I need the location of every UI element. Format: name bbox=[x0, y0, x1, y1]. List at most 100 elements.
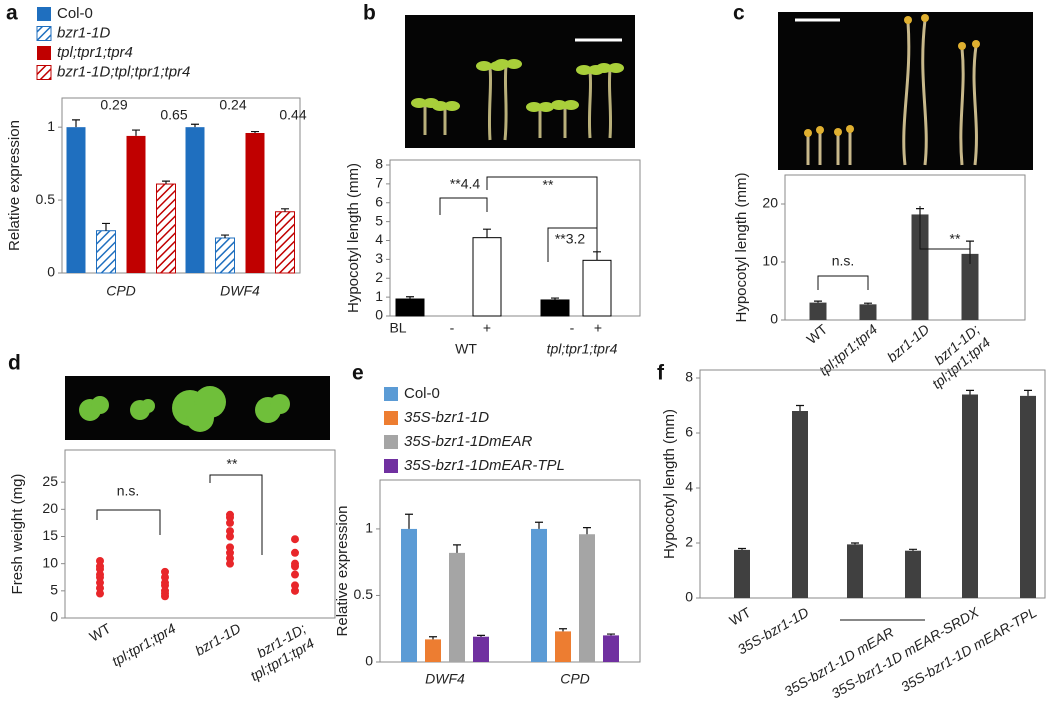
y-axis-label: Relative expression bbox=[334, 506, 351, 637]
error-bar bbox=[453, 544, 461, 553]
legend-label: 35S-bzr1-1DmEAR-TPL bbox=[404, 457, 565, 474]
annotation: n.s. bbox=[117, 483, 140, 499]
error-bar bbox=[551, 297, 559, 300]
legend-label: Col-0 bbox=[57, 5, 93, 22]
bar bbox=[579, 534, 595, 662]
legend-swatch bbox=[36, 65, 52, 80]
bar bbox=[809, 302, 827, 320]
error-bar bbox=[1024, 389, 1032, 396]
bar bbox=[66, 127, 86, 274]
legend-swatch bbox=[37, 7, 51, 21]
legend-swatch bbox=[384, 435, 398, 449]
bracket bbox=[817, 275, 869, 290]
y-tick-label: 8 bbox=[375, 156, 383, 172]
legend-label: Col-0 bbox=[404, 385, 440, 402]
annotation: **4.4 bbox=[450, 176, 481, 192]
y-axis-label: Hypocotyl length (mm) bbox=[733, 172, 750, 322]
bar bbox=[582, 259, 612, 317]
y-tick-label: 3 bbox=[375, 250, 383, 266]
error-bar bbox=[72, 119, 80, 128]
legend-label: bzr1-1D;tpl;tpr1;tpr4 bbox=[57, 63, 190, 80]
point bbox=[226, 527, 234, 536]
plot-frame bbox=[389, 159, 641, 317]
panel-letter: e bbox=[352, 362, 364, 385]
y-tick-label: 5 bbox=[375, 212, 383, 228]
y-tick-label: 25 bbox=[42, 473, 58, 489]
bar bbox=[245, 133, 265, 273]
point bbox=[291, 535, 299, 544]
legend-label: tpl;tpr1;tpr4 bbox=[57, 44, 133, 61]
y-tick-label: 0 bbox=[47, 264, 55, 280]
x-row-label: BL bbox=[389, 320, 406, 336]
point bbox=[226, 543, 234, 552]
y-tick-label: 8 bbox=[685, 369, 693, 385]
bar bbox=[275, 211, 295, 274]
bar bbox=[911, 214, 929, 320]
y-tick-label: 1 bbox=[47, 118, 55, 134]
bar bbox=[96, 230, 116, 274]
y-axis-label: Hypocotyl length (mm) bbox=[661, 409, 678, 559]
y-tick-label: 15 bbox=[42, 527, 58, 543]
error-bar bbox=[851, 542, 859, 545]
error-bar bbox=[583, 526, 591, 535]
legend-swatch bbox=[384, 387, 398, 401]
bracket bbox=[96, 509, 161, 535]
group-label: WT bbox=[455, 341, 477, 357]
x-tick-label: + bbox=[483, 320, 491, 336]
x-tick-label: CPD bbox=[560, 671, 590, 687]
bar bbox=[859, 304, 877, 320]
annotation: ** bbox=[543, 177, 554, 193]
point bbox=[161, 567, 169, 576]
bar bbox=[473, 636, 489, 662]
error-bar bbox=[607, 633, 615, 636]
error-bar bbox=[281, 208, 289, 212]
plot-frame bbox=[61, 97, 301, 274]
y-tick-label: 0.5 bbox=[36, 191, 56, 207]
y-tick-label: 2 bbox=[375, 269, 383, 285]
panel-letter: b bbox=[363, 2, 376, 25]
x-tick-label: + bbox=[594, 320, 602, 336]
ratio-label: 0.29 bbox=[100, 97, 127, 113]
error-bar bbox=[796, 404, 804, 411]
bar bbox=[792, 411, 808, 598]
bar bbox=[961, 253, 979, 320]
y-tick-label: 6 bbox=[685, 424, 693, 440]
photo-d bbox=[65, 376, 330, 440]
panel-letter: a bbox=[6, 2, 18, 25]
x-tick-label: DWF4 bbox=[220, 283, 260, 299]
annotation: **3.2 bbox=[555, 231, 586, 247]
bar bbox=[603, 635, 619, 662]
legend-label: bzr1-1D bbox=[57, 24, 111, 41]
y-axis-label: Hypocotyl length (mm) bbox=[345, 163, 362, 313]
panel-letter: c bbox=[733, 2, 745, 25]
legend-label: 35S-bzr1-1DmEAR bbox=[404, 433, 533, 450]
x-tick-label: bzr1-1D bbox=[884, 321, 932, 365]
bar bbox=[126, 135, 146, 273]
error-bar bbox=[535, 521, 543, 529]
error-bar bbox=[738, 547, 746, 550]
y-tick-label: 10 bbox=[42, 554, 58, 570]
error-bar bbox=[405, 513, 413, 529]
point bbox=[226, 510, 234, 519]
x-tick-label: tpl;tpr1;tpr4 bbox=[109, 620, 179, 669]
y-tick-label: 1 bbox=[365, 520, 373, 536]
y-tick-label: 0 bbox=[375, 307, 383, 323]
point bbox=[291, 581, 299, 590]
bar bbox=[847, 544, 863, 598]
bar bbox=[540, 299, 570, 317]
error-bar bbox=[132, 129, 140, 136]
point bbox=[291, 570, 299, 579]
bar bbox=[395, 298, 425, 317]
y-tick-label: 0.5 bbox=[354, 586, 374, 602]
bar bbox=[156, 183, 176, 274]
error-bar bbox=[483, 228, 491, 238]
error-bar bbox=[191, 123, 199, 128]
bracket bbox=[547, 227, 598, 262]
error-bar bbox=[221, 234, 229, 238]
y-axis-label: Fresh weight (mg) bbox=[9, 474, 26, 595]
plot-frame bbox=[784, 174, 1026, 321]
panel-letter: f bbox=[657, 362, 665, 385]
bracket bbox=[919, 206, 971, 264]
annotation: n.s. bbox=[832, 253, 855, 269]
